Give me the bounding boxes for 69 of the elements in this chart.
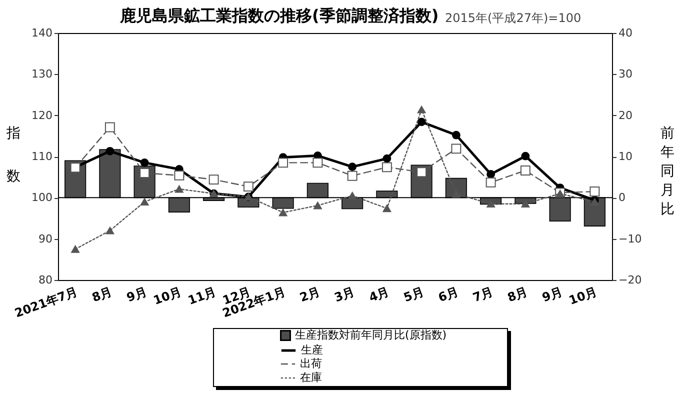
point — [278, 208, 288, 216]
point — [486, 170, 496, 178]
x-tick-label: 6月 — [436, 284, 460, 305]
x-tick-label: 3月 — [332, 284, 356, 305]
point — [486, 177, 496, 188]
y-tick-label: 90 — [38, 232, 52, 246]
point — [347, 170, 358, 181]
point — [382, 204, 392, 212]
legend-label: 出荷 — [300, 357, 322, 370]
y2-tick-label: 40 — [618, 26, 632, 40]
x-tick-label: 4月 — [367, 284, 392, 305]
point — [348, 162, 357, 171]
y-tick-label: 130 — [32, 68, 52, 81]
y2-axis-title: 前年同月比 — [660, 126, 674, 218]
text: 指数 — [6, 126, 20, 184]
x-tick-label: 9月 — [540, 284, 564, 305]
y2-tick-label: 30 — [618, 68, 632, 81]
point — [382, 162, 392, 172]
point — [243, 182, 254, 192]
y2-tick-label: 20 — [618, 108, 632, 122]
point — [348, 192, 357, 200]
legend-label: 生産指数対前年同月比(原指数) — [295, 328, 447, 342]
y-tick-label: 140 — [32, 26, 52, 40]
point — [140, 198, 149, 206]
legend-label: 在庫 — [300, 371, 322, 384]
x-tick-label: 9月 — [124, 284, 149, 305]
point — [278, 158, 288, 168]
y-tick-label: 100 — [32, 191, 52, 204]
x-tick-label: 11月 — [186, 284, 218, 308]
x-tick-label: 5月 — [402, 284, 426, 305]
point — [452, 130, 460, 140]
point — [174, 170, 184, 180]
y2-tick-label: 10 — [618, 150, 632, 163]
point — [417, 106, 426, 114]
x-tick-label: 10月 — [152, 284, 184, 308]
point — [452, 190, 460, 198]
y-tick-label: 120 — [32, 108, 52, 122]
x-tick-label: 2月 — [298, 284, 322, 305]
point — [104, 122, 115, 132]
point — [313, 202, 322, 210]
point — [590, 198, 599, 206]
point — [140, 168, 150, 178]
y-tick-label: 110 — [32, 150, 52, 163]
point — [416, 167, 427, 178]
point — [451, 144, 462, 154]
point — [486, 200, 496, 208]
point — [208, 174, 219, 185]
point — [71, 245, 80, 253]
point — [106, 146, 114, 156]
chart-subtitle: 2015年(平成27年)=100 — [445, 10, 582, 27]
x-tick-label: 2021年7月 — [12, 284, 80, 320]
legend-label: 生産 — [301, 344, 323, 356]
x-tick-label: 7月 — [470, 284, 495, 305]
y2-tick-label: −10 — [618, 232, 642, 246]
point — [417, 118, 426, 126]
point — [140, 158, 149, 167]
point — [382, 154, 392, 163]
point — [106, 226, 114, 234]
point — [174, 185, 184, 193]
y2-tick-label: 0 — [618, 191, 626, 204]
point — [521, 200, 530, 208]
point — [312, 158, 323, 168]
x-tick-label: 10月 — [567, 284, 599, 308]
chart-title: 鹿児島県鉱工業指数の推移(季節調整済指数) — [120, 6, 439, 27]
x-tick-label: 8月 — [506, 284, 530, 305]
x-tick-label: 8月 — [90, 284, 114, 305]
y2-tick-label: −20 — [618, 274, 642, 286]
y-tick-label: 80 — [38, 274, 52, 286]
point — [521, 152, 530, 160]
